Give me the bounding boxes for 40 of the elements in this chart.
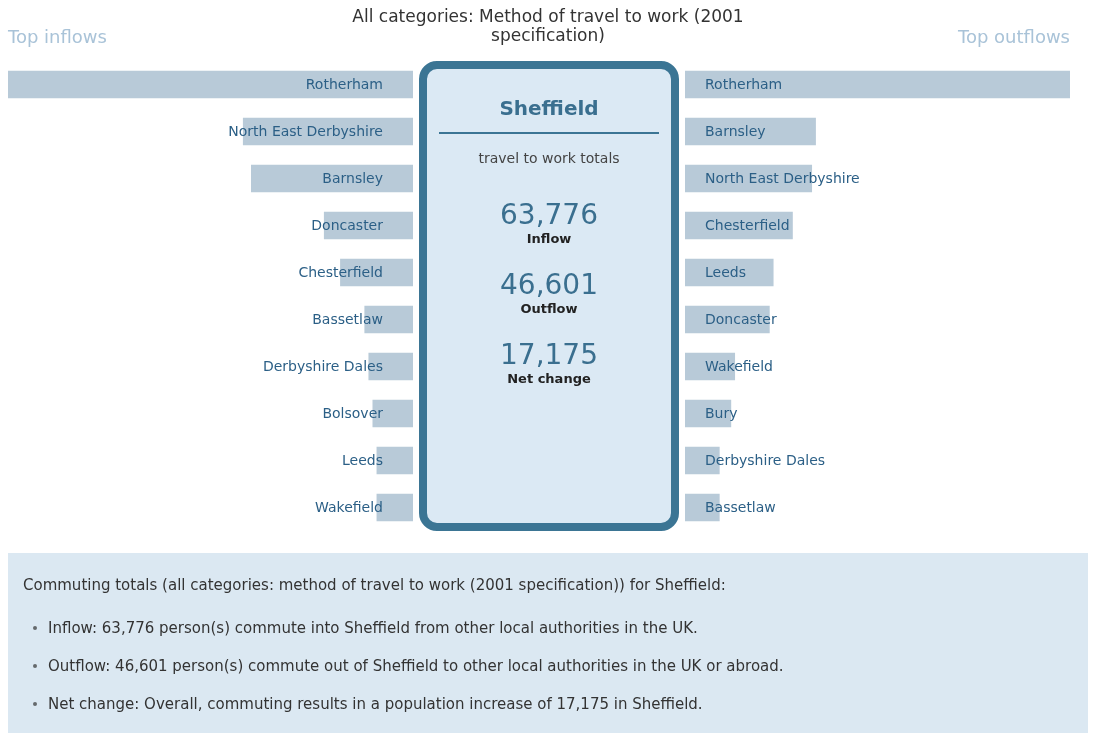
text: 63,776 — [500, 198, 598, 231]
bar — [251, 164, 413, 193]
y-tick-label: Rotherham — [305, 75, 383, 92]
y-tick-label: Rotherham — [705, 75, 783, 92]
y-tick-label: North East Derbyshire — [228, 122, 383, 139]
y-tick-label: Doncaster — [311, 216, 384, 233]
y-tick-label: North East Derbyshire — [705, 169, 860, 186]
y-tick-label: Bassetlaw — [705, 498, 776, 515]
bar — [685, 258, 774, 287]
text: Net change: Overall, commuting results in a population increase of 17,175 in Sheffield. — [48, 695, 703, 713]
y-tick-label: Chesterfield — [705, 216, 790, 233]
y-tick-label: Leeds — [342, 451, 383, 468]
text: 17,175 — [500, 338, 598, 371]
text: travel to work totals — [478, 150, 620, 166]
text: Outflow — [520, 301, 578, 316]
y-tick-label: Wakefield — [705, 357, 773, 374]
text: Net change — [507, 371, 591, 386]
y-tick-label: Derbyshire Dales — [262, 357, 383, 374]
y-tick-label: Wakefield — [315, 498, 383, 515]
y-tick-label: Derbyshire Dales — [705, 451, 826, 468]
y-tick-label: Barnsley — [322, 169, 383, 186]
text: 46,601 — [500, 268, 598, 301]
chart-title: Top inflows — [7, 26, 107, 47]
y-tick-label: Bury — [705, 404, 738, 421]
bar — [685, 70, 1070, 99]
text: Inflow: 63,776 person(s) commute into Sheffield from other local authorities in the UK. — [48, 619, 698, 637]
chart-title: Top outflows — [956, 26, 1070, 47]
y-tick-label: Bolsover — [322, 404, 384, 421]
y-tick-label: Chesterfield — [298, 263, 383, 280]
bar — [685, 117, 816, 146]
text: Outflow: 46,601 person(s) commute out of Sheffield to other local authorities in the UK or abroad. — [48, 657, 784, 675]
bar — [8, 70, 413, 99]
y-tick-label: Leeds — [705, 263, 746, 280]
y-tick-label: Bassetlaw — [312, 310, 383, 327]
text: Sheffield — [499, 96, 599, 120]
y-tick-label: Barnsley — [705, 122, 766, 139]
text: Inflow — [526, 231, 572, 246]
text: Commuting totals (all categories: method of travel to work (2001 specification)) for Sheffield: — [23, 576, 726, 594]
y-tick-label: Doncaster — [705, 310, 777, 327]
text: All categories: Method of travel to work (2001 specification) — [352, 6, 744, 45]
